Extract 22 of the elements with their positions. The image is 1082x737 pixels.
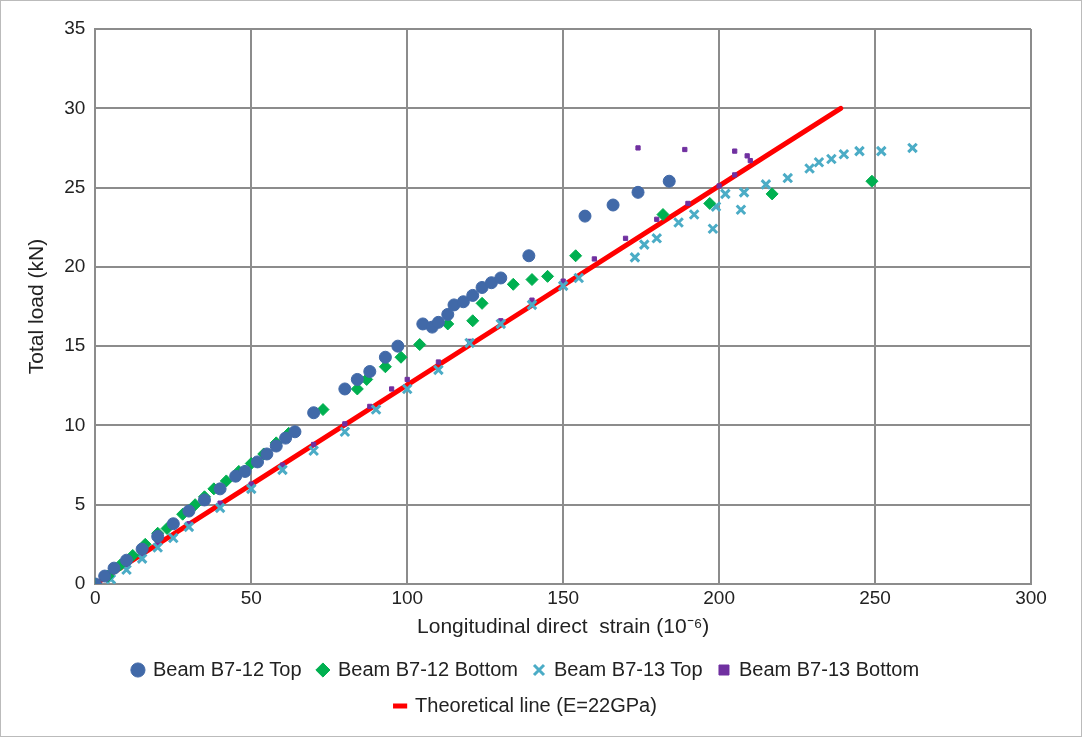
x-tick-label: 200: [703, 586, 735, 608]
y-tick-label: 5: [74, 492, 86, 514]
legend-label: Theoretical line (E=22GPa): [415, 693, 657, 716]
y-tick-label: 0: [74, 572, 86, 594]
x-tick-label: 300: [1015, 586, 1047, 608]
y-tick-label: 30: [64, 96, 86, 118]
y-tick-label: 25: [64, 175, 86, 197]
legend-label: Beam B7-12 Top: [152, 657, 302, 680]
legend-label: Beam B7-12 Bottom: [337, 657, 519, 680]
y-tick-label: 10: [64, 413, 86, 435]
legend-label: Beam B7-13 Bottom: [738, 657, 920, 680]
x-tick-label: 0: [90, 586, 101, 608]
x-tick-label: 50: [240, 586, 262, 608]
y-tick-label: 15: [64, 334, 86, 356]
y-tick-label: 35: [64, 17, 86, 39]
x-tick-label: 150: [547, 586, 580, 608]
x-tick-label: 100: [391, 586, 424, 608]
x-axis-title: Longitudinal direct strain (10⁻⁶): [417, 614, 710, 638]
x-tick-label: 250: [859, 586, 891, 608]
y-tick-label: 20: [64, 255, 86, 277]
y-axis-title: Total load (kN): [24, 238, 48, 375]
legend-label: Beam B7-13 Top: [554, 657, 703, 680]
